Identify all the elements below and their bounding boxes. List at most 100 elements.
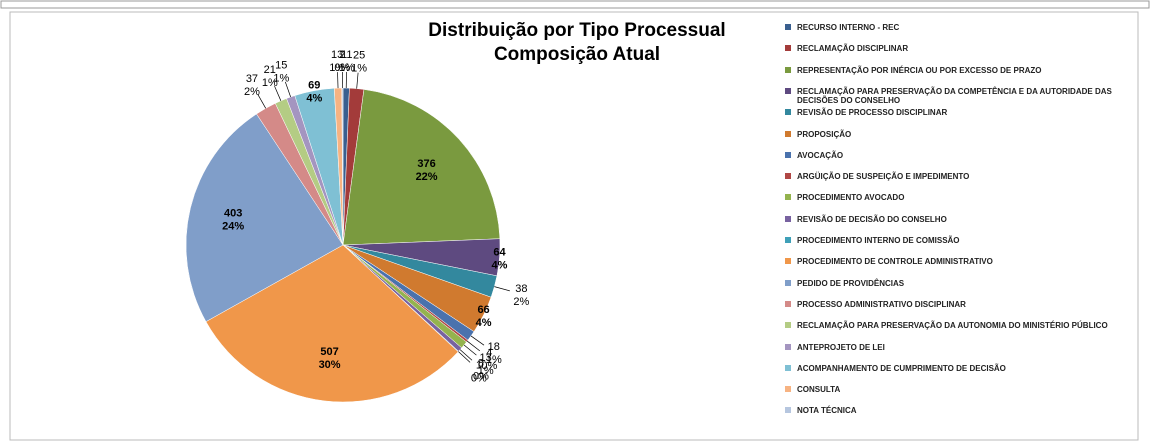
pie-slice <box>185 113 344 322</box>
legend-item: PROCEDIMENTO AVOCADO <box>785 193 1115 202</box>
data-label: 0% <box>334 62 350 74</box>
data-label: 22% <box>416 171 438 183</box>
data-label: 4% <box>306 93 322 105</box>
legend-item: NOTA TÉCNICA <box>785 406 1115 415</box>
data-label: 8 <box>478 357 484 369</box>
legend-label: PROCESSO ADMINISTRATIVO DISCIPLINAR <box>797 299 966 309</box>
data-label: 403 <box>224 207 242 219</box>
legend-swatch <box>785 194 791 201</box>
legend-label: CONSULTA <box>797 385 841 395</box>
legend-label: RECLAMAÇÃO PARA PRESERVAÇÃO DA COMPETÊNC… <box>797 86 1112 105</box>
legend-swatch <box>785 87 791 94</box>
data-label: 69 <box>308 80 320 92</box>
data-label: 4% <box>492 259 508 271</box>
data-label: 1% <box>262 77 278 89</box>
data-label: 0% <box>471 373 487 385</box>
data-label: 13 <box>331 49 343 61</box>
data-label: 1% <box>339 62 355 74</box>
data-label: 66 <box>477 304 489 316</box>
leader-line <box>356 72 359 89</box>
data-label: 1% <box>273 73 289 85</box>
legend-swatch <box>785 66 791 73</box>
legend-item: RECLAMAÇÃO PARA PRESERVAÇÃO DA AUTONOMIA… <box>785 321 1115 330</box>
data-label: 15 <box>275 60 287 72</box>
legend-swatch <box>785 45 791 52</box>
legend-label: ANTEPROJETO DE LEI <box>797 342 885 352</box>
legend-item: ARGÜIÇÃO DE SUSPEIÇÃO E IMPEDIMENTO <box>785 172 1115 181</box>
legend-label: NOTA TÉCNICA <box>797 406 857 416</box>
legend-item: REVISÃO DE DECISÃO DO CONSELHO <box>785 215 1115 224</box>
legend-item: ANTEPROJETO DE LEI <box>785 343 1115 352</box>
legend-label: PROPOSIÇÃO <box>797 129 852 139</box>
legend-swatch <box>785 237 791 243</box>
legend-swatch <box>785 24 791 30</box>
leader-line <box>466 340 481 352</box>
legend-swatch <box>785 407 791 414</box>
legend-label: REVISÃO DE PROCESSO DISCIPLINAR <box>797 108 948 118</box>
legend-item: PEDIDO DE PROVIDÊNCIAS <box>785 279 1115 288</box>
legend-label: RECLAMAÇÃO PARA PRESERVAÇÃO DA AUTONOMIA… <box>797 321 1108 331</box>
legend-item: PROCEDIMENTO INTERNO DE COMISSÃO <box>785 236 1115 245</box>
leader-line <box>458 351 471 363</box>
legend-label: PROCEDIMENTO DE CONTROLE ADMINISTRATIVO <box>797 257 993 267</box>
leader-line <box>284 81 291 98</box>
legend-label: AVOCAÇÃO <box>797 150 844 160</box>
legend-label: ACOMPANHAMENTO DE CUMPRIMENTO DE DECISÃO <box>797 363 1006 373</box>
data-label: 4% <box>476 317 492 329</box>
data-label: 37 <box>246 73 258 85</box>
legend-item: ACOMPANHAMENTO DE CUMPRIMENTO DE DECISÃO <box>785 364 1115 373</box>
leader-line <box>494 286 510 292</box>
legend-swatch <box>785 173 791 180</box>
legend-swatch <box>785 300 791 307</box>
legend-item: RECURSO INTERNO - REC <box>785 23 1115 32</box>
legend-swatch <box>785 322 791 329</box>
legend-label: PROCEDIMENTO AVOCADO <box>797 193 905 203</box>
legend-swatch <box>785 215 791 222</box>
legend-swatch <box>785 343 791 350</box>
leader-line <box>274 85 282 101</box>
legend-item: PROPOSIÇÃO <box>785 130 1115 139</box>
legend-label: REVISÃO DE DECISÃO DO CONSELHO <box>797 214 947 224</box>
legend-item: PROCESSO ADMINISTRATIVO DISCIPLINAR <box>785 300 1115 309</box>
data-label: 0% <box>473 370 489 382</box>
legend-label: RECLAMAÇÃO DISCIPLINAR <box>797 44 909 54</box>
legend-item: RECLAMAÇÃO PARA PRESERVAÇÃO DA COMPETÊNC… <box>785 87 1115 105</box>
legend-label: PEDIDO DE PROVIDÊNCIAS <box>797 278 905 288</box>
data-label: 2 <box>339 49 345 61</box>
legend-item: RECLAMAÇÃO DISCIPLINAR <box>785 44 1115 53</box>
data-label: 376 <box>417 158 435 170</box>
legend-swatch <box>785 130 791 137</box>
legend-swatch <box>785 151 791 158</box>
leader-line <box>459 349 473 361</box>
legend-swatch <box>785 109 791 116</box>
legend-swatch <box>785 279 791 286</box>
top-frame <box>0 0 1150 9</box>
legend-swatch <box>785 258 791 265</box>
legend-item: AVOCAÇÃO <box>785 151 1115 160</box>
data-label: 2% <box>244 86 260 98</box>
data-label: 21 <box>264 64 276 76</box>
leader-line <box>257 94 267 109</box>
data-label: 25 <box>353 50 365 62</box>
leader-line <box>463 344 477 356</box>
data-label: 2% <box>513 296 529 308</box>
legend-item: CONSULTA <box>785 385 1115 394</box>
legend-label: REPRESENTAÇÃO POR INÉRCIA OU POR EXCESSO… <box>797 65 1042 75</box>
data-label: 4 <box>486 347 492 359</box>
legend-item: REPRESENTAÇÃO POR INÉRCIA OU POR EXCESSO… <box>785 66 1115 75</box>
data-label: 507 <box>320 346 338 358</box>
data-label: 24% <box>222 220 244 232</box>
data-label: 18 <box>488 341 500 353</box>
data-label: 1% <box>329 62 345 74</box>
data-label: 13 <box>480 352 492 364</box>
legend-label: ARGÜIÇÃO DE SUSPEIÇÃO E IMPEDIMENTO <box>797 172 970 182</box>
data-label: 1% <box>486 354 502 366</box>
leader-line <box>470 335 485 346</box>
leader-line <box>337 72 339 89</box>
legend-item: REVISÃO DE PROCESSO DISCIPLINAR <box>785 108 1115 117</box>
chart-frame <box>9 11 1139 441</box>
chart-title: Distribuição por Tipo Processual <box>428 20 725 41</box>
data-label: 1 <box>476 360 482 372</box>
